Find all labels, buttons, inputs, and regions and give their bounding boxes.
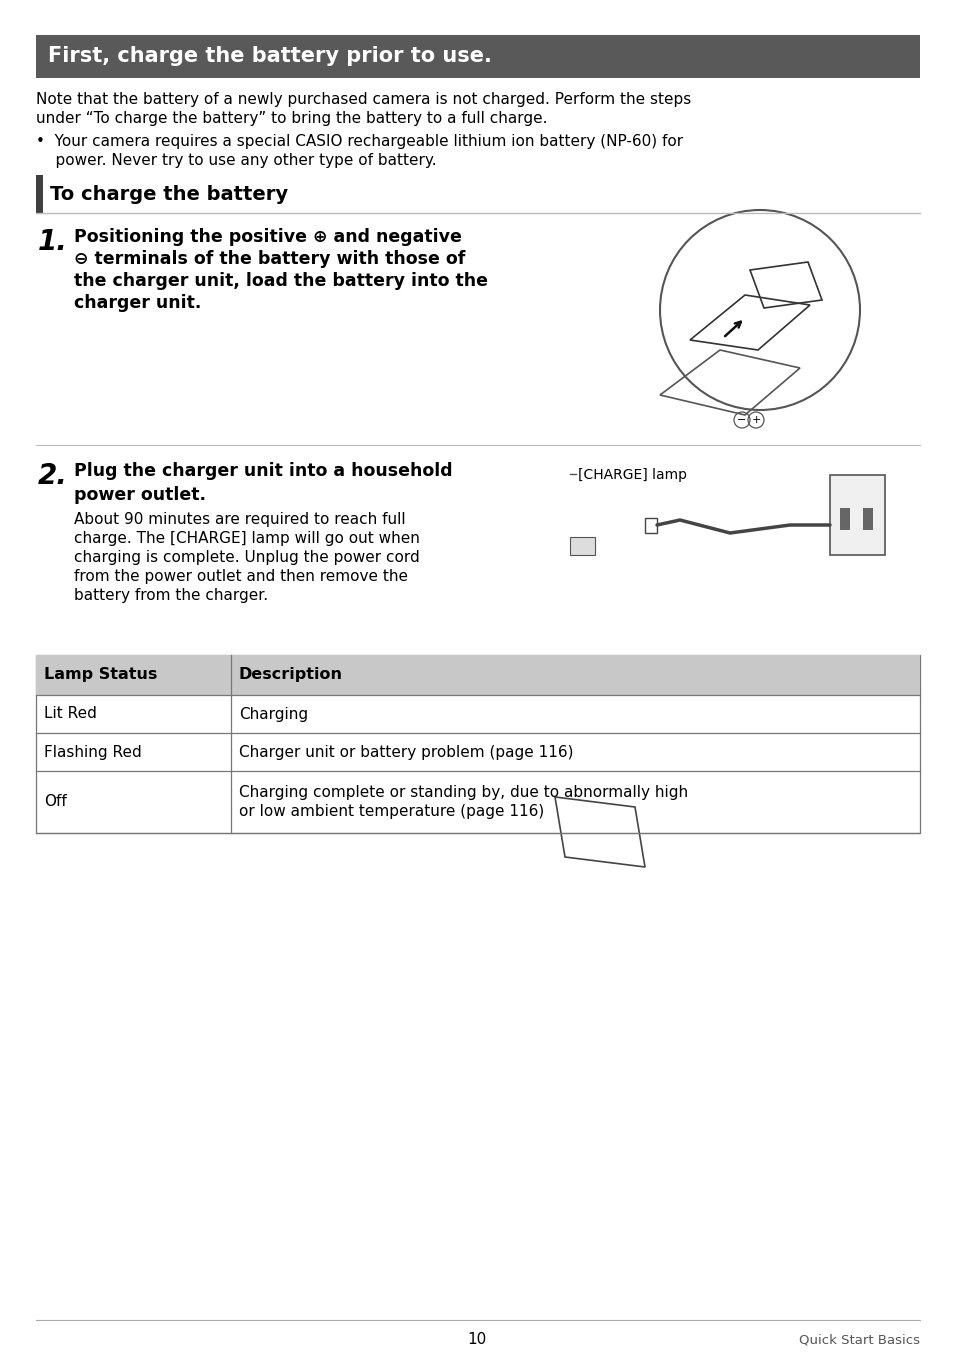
Text: charge. The [CHARGE] lamp will go out when: charge. The [CHARGE] lamp will go out wh… [74,531,419,546]
Bar [840,508,849,531]
Bar [569,537,595,555]
Text: charging is complete. Unplug the power cord: charging is complete. Unplug the power c… [74,550,419,565]
Text: Quick Start Basics: Quick Start Basics [799,1334,919,1346]
Bar [36,35,919,77]
Bar [36,655,919,833]
Bar [36,175,43,213]
Text: 10: 10 [467,1333,486,1348]
Text: from the power outlet and then remove the: from the power outlet and then remove th… [74,569,408,584]
Text: Lamp Status: Lamp Status [44,668,157,683]
Text: Off: Off [44,794,67,810]
Text: or low ambient temperature (page 116): or low ambient temperature (page 116) [239,803,543,820]
Text: under “To charge the battery” to bring the battery to a full charge.: under “To charge the battery” to bring t… [36,111,547,126]
Text: −: − [737,415,746,425]
Text: the charger unit, load the battery into the: the charger unit, load the battery into … [74,271,488,290]
Text: Plug the charger unit into a household: Plug the charger unit into a household [74,461,452,480]
Text: Note that the battery of a newly purchased camera is not charged. Perform the st: Note that the battery of a newly purchas… [36,92,691,107]
Text: To charge the battery: To charge the battery [50,185,288,204]
Text: +: + [751,415,760,425]
Text: charger unit.: charger unit. [74,294,201,312]
Bar [644,518,657,533]
Bar [36,655,919,695]
Text: Flashing Red: Flashing Red [44,745,142,760]
Text: 2.: 2. [38,461,68,490]
Text: Charging: Charging [239,707,308,722]
Text: power. Never try to use any other type of battery.: power. Never try to use any other type o… [36,153,436,168]
Text: Charging complete or standing by, due to abnormally high: Charging complete or standing by, due to… [239,784,687,801]
Bar [862,508,872,531]
Text: First, charge the battery prior to use.: First, charge the battery prior to use. [48,46,492,66]
Text: power outlet.: power outlet. [74,486,206,503]
Text: battery from the charger.: battery from the charger. [74,588,268,603]
Bar [829,475,884,555]
Text: Description: Description [239,668,343,683]
Text: •  Your camera requires a special CASIO rechargeable lithium ion battery (NP-60): • Your camera requires a special CASIO r… [36,134,682,149]
Text: Lit Red: Lit Red [44,707,97,722]
Text: Charger unit or battery problem (page 116): Charger unit or battery problem (page 11… [239,745,573,760]
Text: Positioning the positive ⊕ and negative: Positioning the positive ⊕ and negative [74,228,461,246]
Text: ⊖ terminals of the battery with those of: ⊖ terminals of the battery with those of [74,250,465,267]
Text: 1.: 1. [38,228,68,256]
Text: [CHARGE] lamp: [CHARGE] lamp [578,468,686,482]
Text: About 90 minutes are required to reach full: About 90 minutes are required to reach f… [74,512,405,527]
